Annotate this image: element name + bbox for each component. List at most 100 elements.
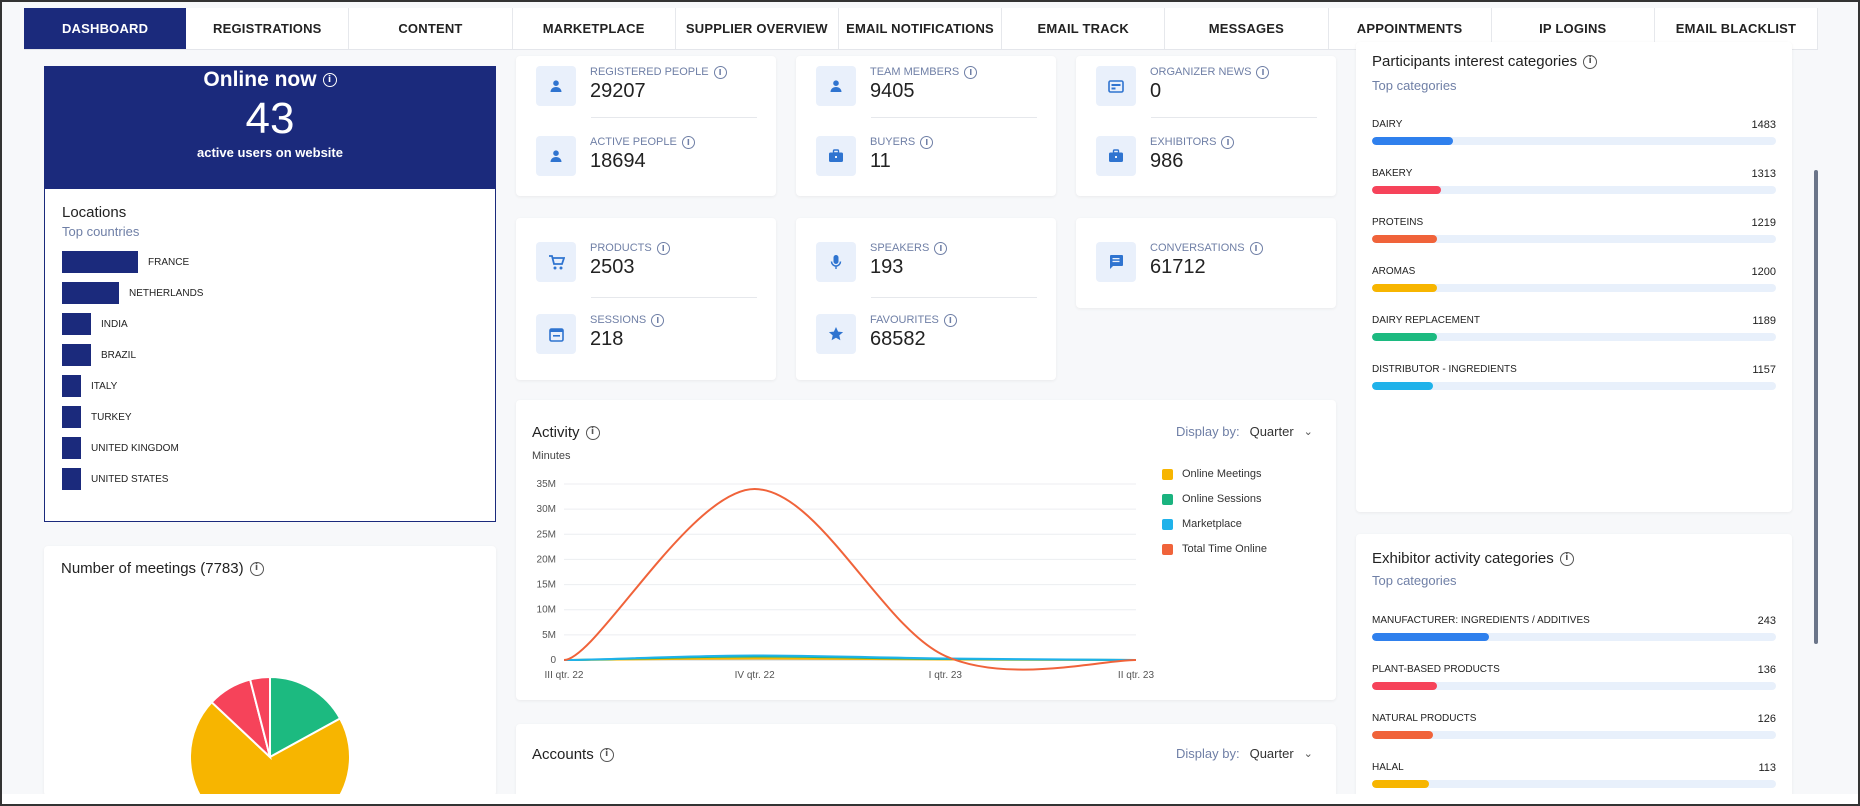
stat-favourites: FAVOURITES i 68582 bbox=[816, 314, 957, 354]
stat-value: 29207 bbox=[590, 80, 646, 102]
accounts-card: Accounts i Display by: Quarter ⌄ bbox=[516, 724, 1336, 804]
category-label: BAKERY bbox=[1372, 168, 1413, 179]
stat-label: SESSIONS bbox=[590, 314, 647, 326]
location-bar bbox=[62, 406, 81, 428]
chevron-down-icon[interactable]: ⌄ bbox=[1303, 426, 1313, 438]
stat-conversations: CONVERSATIONS i 61712 bbox=[1096, 242, 1263, 282]
category-count: 1157 bbox=[1752, 364, 1776, 376]
stat-value: 68582 bbox=[870, 328, 926, 350]
info-icon[interactable]: i bbox=[322, 73, 337, 87]
main-nav: DASHBOARD REGISTRATIONS CONTENT MARKETPLACE… bbox=[24, 8, 1819, 50]
legend-item[interactable]: Online Meetings bbox=[1162, 468, 1262, 480]
pie-slice[interactable] bbox=[269, 675, 342, 759]
tab-email-blacklist[interactable]: EMAIL BLACKLIST bbox=[1655, 8, 1819, 49]
stat-products: PRODUCTS i 2503 bbox=[536, 242, 670, 282]
category-label: PLANT-BASED PRODUCTS bbox=[1372, 664, 1500, 675]
category-progress-track bbox=[1372, 633, 1776, 641]
location-label: UNITED STATES bbox=[91, 473, 169, 485]
info-icon[interactable]: i bbox=[585, 425, 600, 440]
info-icon[interactable]: i bbox=[934, 242, 948, 255]
legend-swatch bbox=[1162, 543, 1173, 555]
tab-registrations[interactable]: REGISTRATIONS bbox=[186, 8, 350, 49]
tab-email-notifications[interactable]: EMAIL NOTIFICATIONS bbox=[839, 8, 1003, 49]
chat-icon bbox=[1096, 242, 1136, 282]
page-scrollbar[interactable] bbox=[1814, 170, 1818, 644]
info-icon[interactable]: i bbox=[681, 136, 695, 149]
activity-display-by[interactable]: Display by: Quarter ⌄ bbox=[1176, 424, 1313, 439]
category-count: 1189 bbox=[1752, 315, 1776, 327]
category-progress-fill bbox=[1372, 682, 1437, 690]
tab-ip-logins[interactable]: IP LOGINS bbox=[1492, 8, 1655, 49]
tab-messages[interactable]: MESSAGES bbox=[1165, 8, 1329, 49]
category-count: 113 bbox=[1758, 762, 1776, 774]
location-bar bbox=[62, 375, 81, 397]
legend-label: Total Time Online bbox=[1182, 543, 1267, 555]
category-count: 1219 bbox=[1751, 217, 1776, 229]
info-icon[interactable]: i bbox=[1221, 136, 1235, 149]
chevron-down-icon[interactable]: ⌄ bbox=[1303, 748, 1313, 760]
location-item: FRANCE bbox=[62, 251, 189, 273]
category-progress-track bbox=[1372, 682, 1776, 690]
activity-line-chart: 0 5M 10M 15M 20M 25M 30M 35M III qtr. 22 IV qtr. … bbox=[537, 479, 1155, 681]
microphone-icon bbox=[816, 242, 856, 282]
briefcase-icon bbox=[816, 136, 856, 176]
pie-slice[interactable] bbox=[248, 675, 271, 758]
display-by-select[interactable]: Quarter bbox=[1249, 424, 1294, 439]
tab-supplier-overview[interactable]: SUPPLIER OVERVIEW bbox=[676, 8, 839, 49]
info-icon[interactable]: i bbox=[651, 314, 665, 327]
info-icon[interactable]: i bbox=[249, 561, 264, 576]
stat-value: 986 bbox=[1150, 150, 1184, 172]
stat-buyers: BUYERS i 11 bbox=[816, 136, 934, 176]
info-icon[interactable]: i bbox=[964, 66, 978, 79]
info-icon[interactable]: i bbox=[599, 747, 614, 762]
y-tick-label: 15M bbox=[537, 580, 556, 591]
info-icon[interactable]: i bbox=[943, 314, 957, 327]
legend-item[interactable]: Total Time Online bbox=[1162, 543, 1267, 555]
info-icon[interactable]: i bbox=[1249, 242, 1263, 255]
y-tick-label: 5M bbox=[542, 630, 556, 641]
stat-value: 18694 bbox=[590, 150, 646, 172]
display-by-select[interactable]: Quarter bbox=[1249, 746, 1294, 761]
info-icon[interactable]: i bbox=[920, 136, 934, 149]
briefcase-icon bbox=[1096, 136, 1136, 176]
legend-item[interactable]: Marketplace bbox=[1162, 518, 1242, 530]
info-icon[interactable]: i bbox=[1559, 551, 1574, 566]
stat-label: ORGANIZER NEWS bbox=[1150, 66, 1252, 78]
stat-registered-people: REGISTERED PEOPLE i 29207 bbox=[536, 66, 727, 106]
person-icon bbox=[816, 66, 856, 106]
category-count: 243 bbox=[1757, 615, 1776, 627]
tab-appointments[interactable]: APPOINTMENTS bbox=[1329, 8, 1492, 49]
tab-dashboard[interactable]: DASHBOARD bbox=[24, 8, 187, 49]
category-progress-track bbox=[1372, 186, 1776, 194]
display-by-label: Display by: bbox=[1176, 746, 1240, 761]
location-bar bbox=[62, 344, 91, 366]
legend-item[interactable]: Online Sessions bbox=[1162, 493, 1262, 505]
info-icon[interactable]: i bbox=[656, 242, 670, 255]
stat-label: FAVOURITES bbox=[870, 314, 939, 326]
category-progress-fill bbox=[1372, 780, 1429, 788]
category-label: HALAL bbox=[1372, 762, 1404, 773]
info-icon[interactable]: i bbox=[713, 66, 727, 79]
pie-slice[interactable] bbox=[189, 700, 351, 796]
tab-email-track[interactable]: EMAIL TRACK bbox=[1002, 8, 1166, 49]
exhibitor-categories-card: Exhibitor activity categories i Top cate… bbox=[1356, 534, 1792, 804]
y-tick-label: 10M bbox=[537, 605, 556, 616]
info-icon[interactable]: i bbox=[1256, 66, 1270, 79]
location-item: TURKEY bbox=[62, 406, 132, 428]
location-item: BRAZIL bbox=[62, 344, 136, 366]
tab-marketplace[interactable]: MARKETPLACE bbox=[513, 8, 676, 49]
stat-team-members: TEAM MEMBERS i 9405 bbox=[816, 66, 978, 106]
category-progress-fill bbox=[1372, 633, 1490, 641]
info-icon[interactable]: i bbox=[1583, 54, 1598, 69]
category-label: PROTEINS bbox=[1372, 217, 1424, 228]
calendar-icon bbox=[536, 314, 576, 354]
person-icon bbox=[536, 66, 576, 106]
series-line-total-time-online bbox=[563, 488, 1137, 671]
stat-label: PRODUCTS bbox=[590, 242, 652, 254]
category-label: DISTRIBUTOR - INGREDIENTS bbox=[1372, 364, 1517, 375]
accounts-display-by[interactable]: Display by: Quarter ⌄ bbox=[1176, 746, 1313, 761]
category-label: AROMAS bbox=[1372, 266, 1416, 277]
participants-categories-card: Participants interest categories i Top c… bbox=[1356, 42, 1792, 512]
tab-content[interactable]: CONTENT bbox=[349, 8, 513, 49]
